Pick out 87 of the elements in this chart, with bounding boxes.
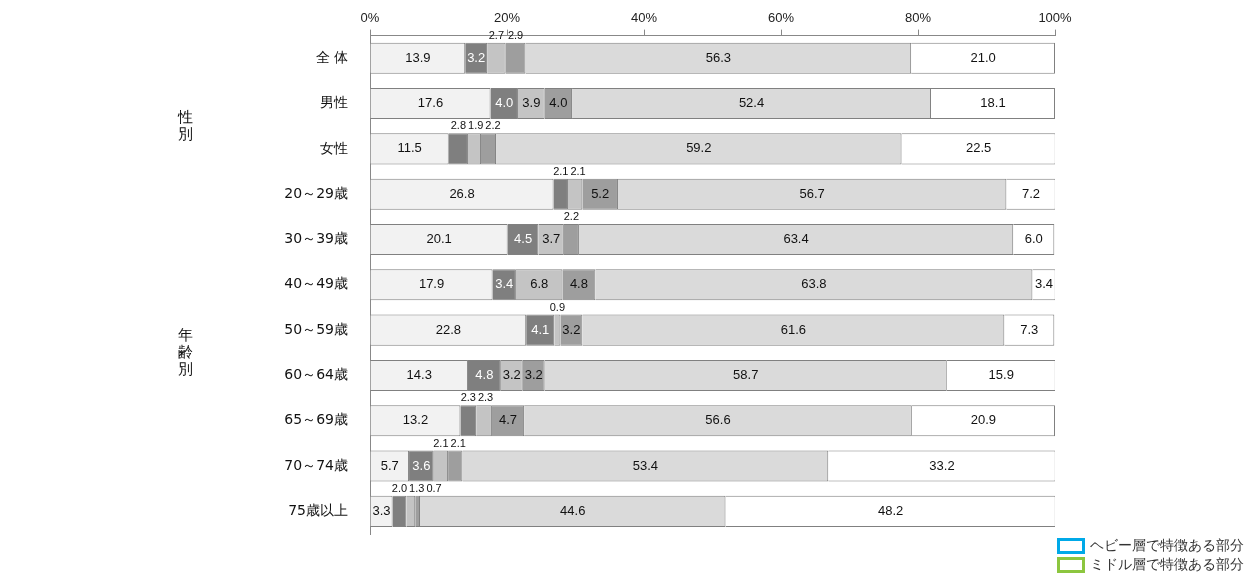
data-label: 63.8 [801,276,827,292]
text: ミドル層で特徴ある部分 [1090,555,1244,574]
data-label: 4.8 [475,367,494,382]
data-label: 3.9 [522,95,541,111]
data-label: 53.4 [632,457,659,473]
data-label: 58.7 [733,367,759,382]
data-label: 2.1 [450,436,466,449]
data-label: 3.6 [412,457,431,473]
data-label: 5.2 [591,185,610,201]
text: 年齢別 [177,325,193,378]
data-label: 11.5 [397,140,422,156]
text: 性別 [176,107,193,143]
data-label: 33.2 [929,457,955,473]
data-label: 14.3 [406,367,432,382]
data-label: 5.7 [380,457,399,473]
data-label: 20.9 [970,412,997,428]
data-label: 7.3 [1020,321,1039,337]
data-label: 2.8 [450,119,467,132]
data-label: 2.2 [485,119,501,132]
data-label: 61.6 [780,321,806,337]
y-tick-label: 70～74歳 [284,456,348,473]
y-tick-label: 全 体 [315,48,348,65]
data-label: 2.1 [570,164,586,177]
data-label: 13.2 [402,412,429,428]
data-label: 1.3 [409,481,425,494]
data-label: 2.3 [477,391,494,404]
data-label: 3.4 [495,276,514,292]
data-label: 2.1 [433,436,449,449]
y-tick-label: 30～39歳 [284,230,348,247]
data-label: 1.9 [468,119,484,132]
data-label: 4.1 [531,321,550,337]
data-label: 0.7 [426,481,442,494]
data-label: 56.6 [705,412,731,428]
data-label: 17.6 [417,95,444,111]
data-label: 2.3 [460,391,476,404]
data-label: 48.2 [877,502,904,518]
data-label: 15.9 [988,367,1014,382]
data-label: 21.0 [970,49,996,65]
x-tick-label: 60% [767,10,795,26]
y-tick-label: 20～29歳 [284,184,348,201]
data-label: 4.7 [498,412,518,428]
data-label: 22.5 [965,140,992,156]
data-label: 6.0 [1024,231,1043,247]
y-tick-label: 75歳以上 [288,501,348,518]
x-tick-label: 40% [630,10,658,26]
y-tick-label: 40～49歳 [284,275,348,292]
x-tick-label: 20% [493,10,521,26]
x-tick-label: 80% [904,10,932,26]
data-label: 63.4 [783,231,809,247]
y-tick-label: 50～59歳 [284,320,348,337]
data-label: 2.7 [488,28,505,41]
data-label: 2.9 [507,28,524,41]
data-label: 2.2 [563,209,580,222]
y-tick-label: 60～64歳 [284,366,348,383]
y-tick-label: 65～69歳 [284,411,348,428]
data-label: 56.3 [705,49,731,65]
data-label: 18.1 [980,95,1006,111]
data-label: 3.2 [524,367,543,382]
data-label: 4.0 [495,95,514,111]
data-label: 22.8 [435,321,461,337]
data-label: 7.2 [1021,185,1041,201]
x-tick-label: 0% [360,10,380,26]
data-label: 3.3 [372,502,391,518]
data-label: 2.0 [391,481,408,494]
data-label: 13.9 [405,49,431,65]
data-label: 56.7 [799,185,825,201]
data-label: 0.9 [549,300,565,313]
data-label: 3.2 [467,49,486,65]
data-label: 4.8 [569,276,588,292]
data-label: 4.5 [514,231,533,247]
data-label: 44.6 [560,502,586,518]
text: ヘビー層で特徴ある部分 [1090,536,1244,555]
data-label: 6.8 [530,276,549,292]
y-tick-label: 女性 [320,139,348,156]
data-label: 3.4 [1035,276,1054,292]
data-label: 20.1 [426,231,452,247]
data-label: 2.1 [553,164,569,177]
y-tick-label: 男性 [320,94,348,111]
data-label: 3.2 [562,321,581,337]
data-label: 26.8 [449,185,475,201]
data-label: 3.7 [542,231,561,247]
x-tick-label: 100% [1038,10,1073,26]
data-label: 17.9 [418,276,445,292]
data-label: 59.2 [686,140,712,156]
data-label: 52.4 [738,95,765,111]
data-label: 4.0 [549,95,568,111]
data-label: 3.2 [502,367,521,382]
